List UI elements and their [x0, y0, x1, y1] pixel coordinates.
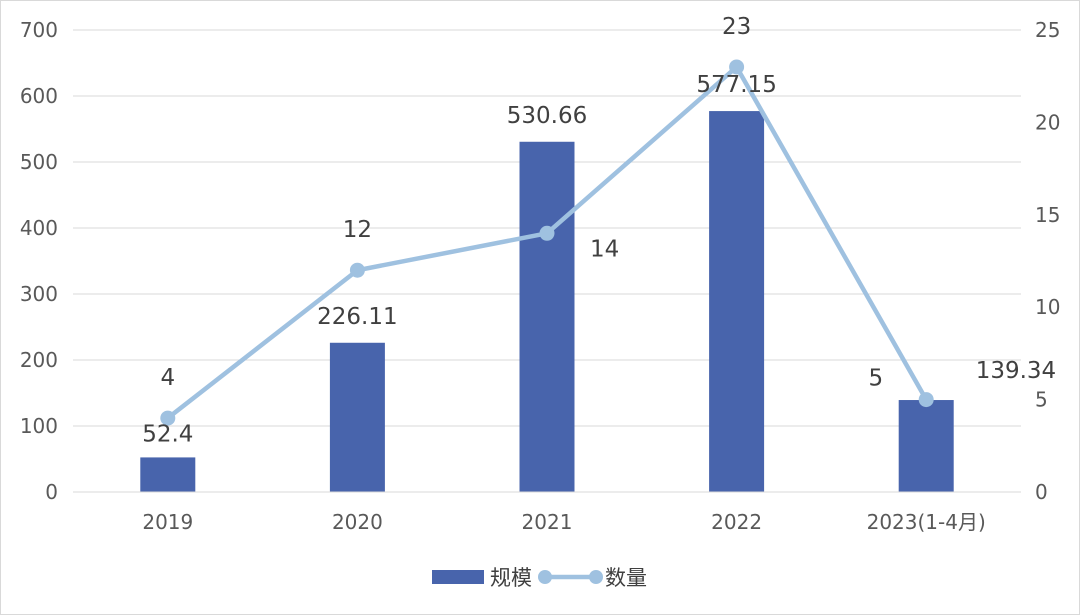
line-data-label: 5 — [869, 366, 884, 392]
bar-data-label: 577.15 — [696, 72, 776, 98]
line-point — [160, 410, 176, 426]
bar-data-label: 226.11 — [317, 304, 397, 330]
bar-data-label: 139.34 — [976, 358, 1056, 384]
y-left-tick-label: 500 — [20, 150, 58, 174]
legend-swatch-bar — [432, 570, 484, 584]
axes: 0 100 200 300 400 500 600 700 0 5 10 15 20 25 2019 2020… — [20, 18, 1061, 534]
bar-series — [140, 111, 954, 493]
y-right-tick-label: 20 — [1035, 110, 1060, 134]
bar — [898, 400, 954, 492]
bar — [709, 111, 765, 493]
y-right-tick-label: 0 — [1035, 480, 1048, 504]
data-labels: 52.4 226.11 530.66 577.15 139.34 4 12 14 23 5 — [142, 14, 1056, 447]
x-tick-label: 2023(1-4月) — [867, 510, 986, 534]
bar-data-label: 530.66 — [507, 103, 587, 129]
y-right-tick-label: 5 — [1035, 388, 1048, 412]
y-right-tick-label: 25 — [1035, 18, 1060, 42]
y-left-tick-label: 0 — [45, 480, 58, 504]
y-left-tick-label: 200 — [20, 348, 58, 372]
x-tick-label: 2020 — [332, 510, 383, 534]
line-data-label: 23 — [722, 14, 751, 40]
y-left-tick-label: 300 — [20, 282, 58, 306]
x-tick-label: 2022 — [711, 510, 762, 534]
line-data-label: 12 — [343, 217, 372, 243]
legend-marker — [589, 570, 603, 584]
line-data-label: 14 — [590, 236, 619, 262]
line-point — [918, 392, 934, 408]
line-point — [729, 59, 745, 75]
y-left-tick-label: 100 — [20, 414, 58, 438]
y-right-tick-label: 15 — [1035, 203, 1060, 227]
y-left-tick-label: 600 — [20, 84, 58, 108]
bar — [519, 141, 575, 492]
x-tick-label: 2019 — [142, 510, 193, 534]
legend-label-bar: 规模 — [490, 566, 532, 590]
bar — [140, 457, 196, 492]
x-tick-label: 2021 — [522, 510, 573, 534]
bar — [329, 342, 385, 492]
y-left-tick-label: 400 — [20, 216, 58, 240]
line-data-label: 4 — [160, 365, 175, 391]
line-point — [539, 225, 555, 241]
legend-marker — [538, 570, 552, 584]
legend: 规模 数量 — [432, 566, 647, 590]
line-series — [160, 59, 934, 426]
y-left-tick-label: 700 — [20, 18, 58, 42]
bar-data-label: 52.4 — [142, 421, 193, 447]
line-point — [349, 262, 365, 278]
y-right-tick-label: 10 — [1035, 295, 1060, 319]
legend-label-line: 数量 — [605, 566, 647, 590]
